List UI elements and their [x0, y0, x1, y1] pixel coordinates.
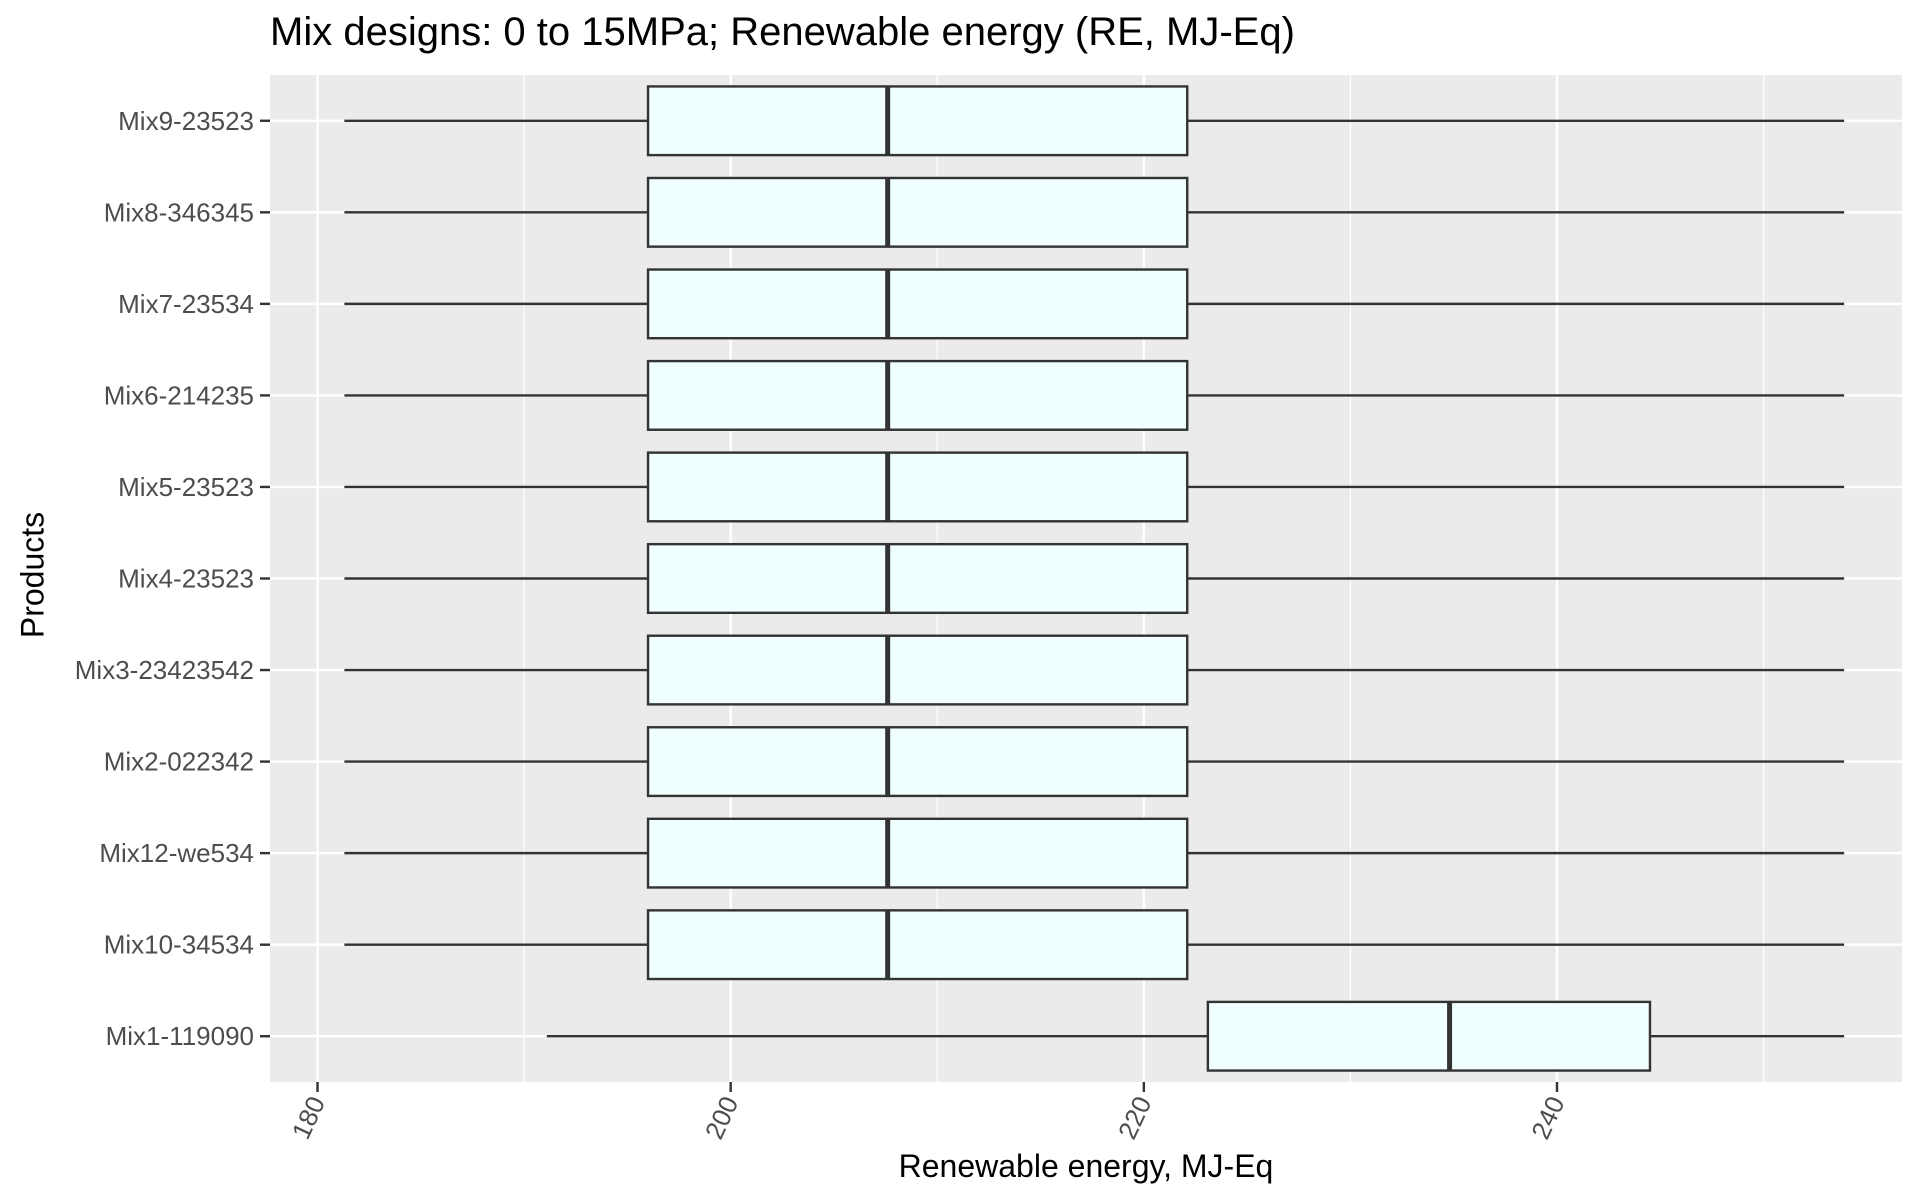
- y-tick-label: Mix10-34534: [104, 930, 254, 960]
- x-tick-label: 220: [1112, 1092, 1158, 1144]
- chart-title: Mix designs: 0 to 15MPa; Renewable energ…: [270, 10, 1295, 54]
- box-iqr: [646, 359, 1189, 431]
- y-tick-label: Mix3-23423542: [75, 655, 254, 685]
- y-tick-label: Mix12-we534: [99, 838, 254, 868]
- x-tick-label: 180: [286, 1092, 332, 1144]
- y-tick-label: Mix9-23523: [118, 106, 254, 136]
- y-tick-label: Mix8-346345: [104, 197, 254, 227]
- box-iqr: [646, 634, 1189, 706]
- x-tick-label: 240: [1525, 1092, 1571, 1144]
- y-tick-label: Mix2-022342: [104, 747, 254, 777]
- box-iqr: [646, 726, 1189, 798]
- box-iqr: [646, 542, 1189, 615]
- y-tick-label: Mix4-23523: [118, 564, 254, 594]
- box-iqr: [646, 85, 1189, 157]
- box-iqr: [646, 817, 1189, 889]
- y-tick-label: Mix7-23534: [118, 289, 254, 319]
- y-tick-label: Mix6-214235: [104, 380, 254, 410]
- y-axis-label: Products: [14, 511, 51, 639]
- x-tick-label: 200: [699, 1092, 745, 1144]
- x-axis-label: Renewable energy, MJ-Eq: [898, 1148, 1274, 1184]
- box-iqr: [646, 451, 1189, 523]
- box-iqr: [646, 909, 1189, 981]
- box-iqr: [646, 176, 1189, 248]
- box-iqr: [646, 268, 1189, 340]
- y-tick-label: Mix1-119090: [106, 1021, 254, 1051]
- y-tick-label: Mix5-23523: [118, 472, 254, 502]
- box-iqr: [1206, 1000, 1652, 1072]
